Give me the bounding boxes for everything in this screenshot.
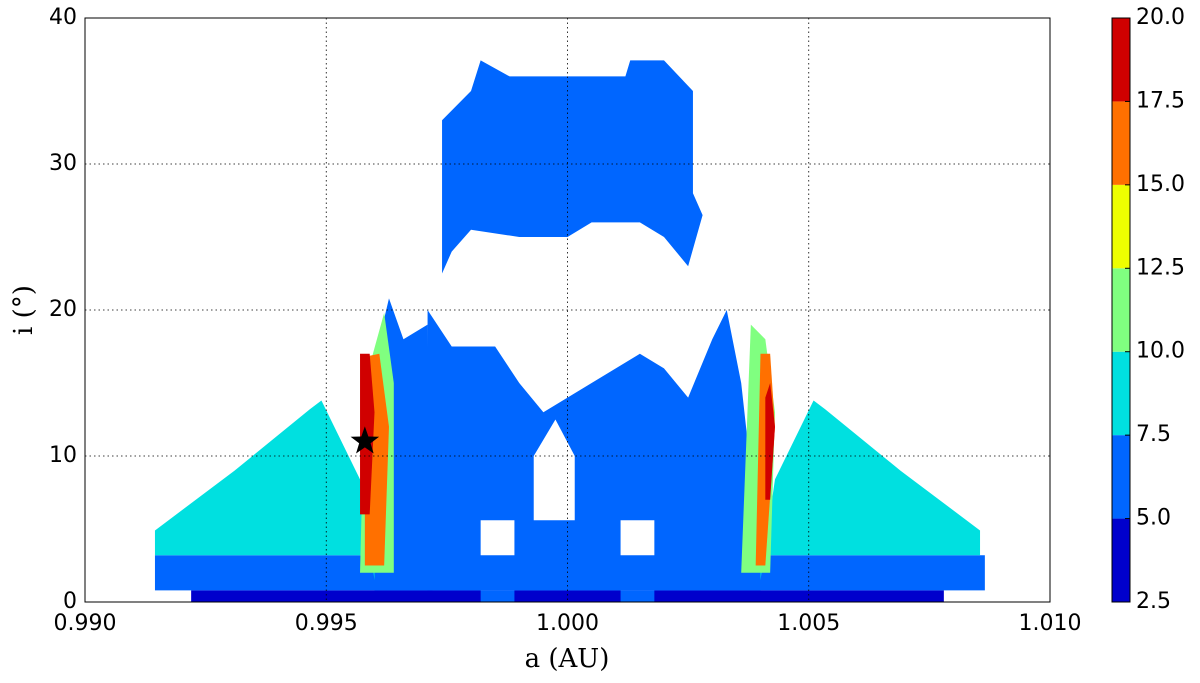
x-tick-label: 0.995 — [295, 611, 358, 636]
colorbar-band — [1112, 101, 1130, 185]
colorbar-frame — [1111, 17, 1131, 603]
colorbar-tick-label: 17.5 — [1136, 88, 1185, 113]
y-tick-label: 40 — [49, 5, 77, 30]
contour-region — [760, 400, 981, 581]
y-tick-label: 10 — [49, 443, 77, 468]
x-tick-label: 1.000 — [536, 611, 599, 636]
colorbar-tick-label: 2.5 — [1136, 589, 1171, 614]
colorbar-band — [1112, 518, 1130, 602]
x-tick-label: 1.005 — [777, 611, 840, 636]
colorbar-tick-label: 5.0 — [1136, 506, 1171, 531]
x-axis-label: a (AU) — [525, 644, 610, 674]
y-axis-label: i (°) — [9, 285, 39, 335]
x-tick-label: 1.010 — [1019, 611, 1082, 636]
x-tick-label: 0.990 — [54, 611, 117, 636]
contour-region — [154, 400, 375, 581]
colorbar-tick-label: 20.0 — [1136, 5, 1185, 30]
colorbar-tick-label: 7.5 — [1136, 422, 1171, 447]
colorbar-band — [1112, 184, 1130, 269]
y-tick-label: 0 — [63, 589, 77, 614]
star-marker — [350, 426, 380, 454]
colorbar-tick-label: 15.0 — [1136, 172, 1185, 197]
contour-region — [765, 383, 775, 500]
contour-region — [191, 590, 944, 602]
y-tick-label: 30 — [49, 151, 77, 176]
colorbar-band — [1112, 18, 1130, 102]
colorbar-band — [1112, 268, 1130, 352]
colorbar-band — [1112, 351, 1130, 436]
colorbar-tick-label: 10.0 — [1136, 339, 1185, 364]
colorbar-tick-label: 12.5 — [1136, 255, 1185, 280]
plot-frame — [84, 17, 1051, 603]
contour-region — [442, 60, 703, 274]
y-tick-label: 20 — [49, 297, 77, 322]
colorbar-band — [1112, 435, 1130, 519]
